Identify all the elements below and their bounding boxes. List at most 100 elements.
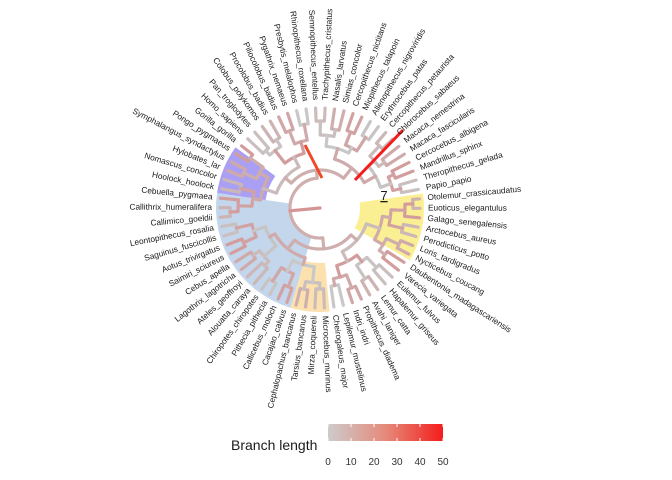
branch — [234, 250, 253, 264]
branch — [372, 238, 385, 247]
branch — [301, 256, 307, 267]
branch — [336, 283, 345, 307]
tip-label: Callithrix_humeralifera — [129, 202, 212, 212]
branch — [398, 178, 418, 187]
branch — [262, 244, 278, 258]
branch — [371, 268, 387, 286]
branch — [390, 160, 411, 173]
branch — [292, 155, 301, 169]
branch — [220, 187, 242, 194]
branch — [311, 265, 316, 285]
branch — [271, 266, 283, 283]
branch — [222, 230, 239, 238]
branch — [360, 119, 372, 137]
branch — [220, 222, 238, 229]
branch — [380, 144, 401, 161]
branch — [252, 225, 267, 233]
branch — [268, 281, 278, 296]
branch — [345, 111, 355, 133]
branch — [381, 256, 400, 272]
branch — [364, 222, 382, 230]
legend-tick-label: 30 — [391, 457, 403, 468]
legend-title: Branch length — [231, 437, 317, 453]
branch — [287, 129, 297, 146]
tip-label: Mirza_coquereli — [306, 315, 319, 374]
branch — [353, 284, 363, 301]
branch — [242, 171, 258, 181]
tip-label: Microcebus_murinus — [321, 316, 334, 393]
branch — [234, 222, 254, 230]
branch — [225, 237, 244, 247]
branch — [260, 124, 275, 144]
branch — [313, 287, 318, 310]
branch — [362, 174, 378, 185]
branch — [218, 214, 232, 219]
branch — [302, 122, 309, 142]
branch — [337, 109, 346, 132]
branch — [399, 187, 420, 195]
branch — [331, 277, 337, 288]
branch-length-legend: Branch length 0 10 20 30 40 50 — [231, 424, 449, 468]
clade-highlight — [216, 192, 312, 308]
branch — [294, 287, 302, 307]
branch — [286, 272, 295, 289]
branch — [234, 152, 250, 163]
branch — [366, 275, 380, 292]
branch — [378, 182, 393, 189]
branch — [346, 287, 354, 305]
branch — [283, 176, 293, 185]
branch — [314, 106, 318, 123]
branch — [304, 107, 310, 126]
tip-label: Semnopithecus_entellus — [307, 10, 321, 101]
tip-label: Trachypithecus_cristatus — [320, 8, 335, 100]
branch — [329, 284, 336, 309]
branch — [367, 125, 380, 142]
node-label: 7 — [380, 188, 387, 203]
branch — [377, 263, 394, 279]
legend-tick-label: 20 — [368, 457, 380, 468]
branch — [355, 253, 364, 264]
branch — [340, 250, 349, 263]
branch — [401, 222, 420, 229]
legend-tick-label: 50 — [437, 457, 449, 468]
branch — [399, 230, 418, 239]
branch — [368, 144, 382, 158]
branch — [276, 283, 286, 301]
branch-long — [303, 144, 324, 179]
branch — [286, 111, 295, 132]
branch — [239, 256, 257, 272]
branch — [322, 287, 326, 310]
legend-colorbar — [328, 424, 443, 441]
branch — [395, 246, 411, 256]
branch — [295, 109, 302, 127]
branch — [246, 137, 265, 155]
branch — [257, 171, 270, 180]
branch — [344, 273, 354, 290]
branch — [285, 258, 295, 273]
branch — [240, 144, 255, 157]
branch — [245, 261, 264, 279]
branch — [253, 130, 271, 150]
branch — [288, 206, 322, 213]
branch-long — [353, 128, 405, 182]
branch — [399, 239, 415, 248]
branch — [349, 233, 359, 242]
legend-tick-label: 0 — [325, 457, 331, 468]
legend-ticks: 0 10 20 30 40 50 — [325, 424, 449, 468]
legend-tick-label: 40 — [414, 457, 426, 468]
tree-branches — [218, 106, 422, 310]
branch — [238, 186, 256, 194]
branch — [268, 232, 277, 239]
branch — [387, 223, 405, 230]
branch — [332, 147, 340, 161]
branch — [347, 146, 353, 155]
branch — [343, 130, 353, 147]
branch — [377, 248, 387, 257]
branch — [314, 168, 319, 180]
branch — [260, 277, 271, 291]
branch — [268, 119, 282, 140]
branch — [342, 166, 354, 180]
branch — [391, 187, 403, 193]
legend-tick-label: 10 — [345, 457, 357, 468]
tip-labels: Otolemur_crassicaudatusEuoticus_elegantu… — [129, 8, 522, 409]
